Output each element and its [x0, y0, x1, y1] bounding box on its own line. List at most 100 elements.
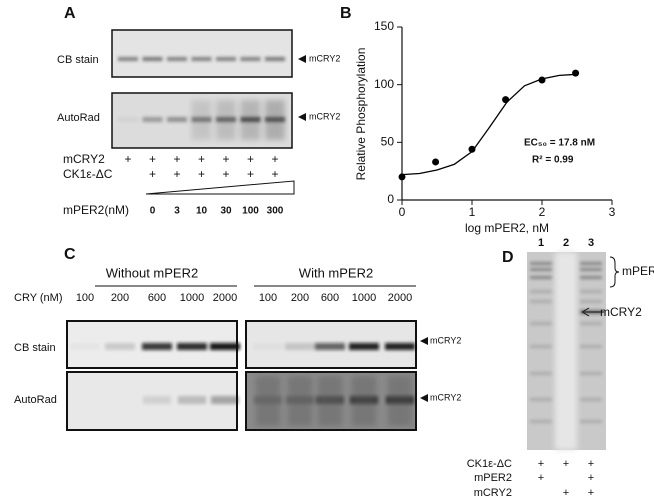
lane-sign: + — [222, 152, 229, 166]
gel-smear — [352, 376, 376, 426]
gel-band — [530, 372, 552, 375]
gel-band — [530, 420, 552, 423]
lane-value: 100 — [242, 206, 259, 217]
gel-band — [167, 57, 187, 61]
gel-smear — [318, 376, 342, 426]
gel-band — [580, 420, 602, 423]
gel-bands — [70, 343, 415, 426]
x-tick-label: 0 — [399, 205, 406, 219]
lane-value: 100 — [259, 292, 277, 304]
lane-sign: + — [198, 167, 205, 181]
data-point — [502, 96, 510, 104]
x-axis-label: log mPER2, nM — [465, 221, 549, 235]
gel-lane — [555, 252, 577, 450]
y-tick-label: 150 — [374, 19, 394, 33]
gel-band — [580, 290, 602, 293]
lane-value: 2000 — [388, 292, 412, 304]
gel-band — [349, 343, 379, 350]
chart: B Relative Phosphorylation log mPER2, nM… — [340, 5, 616, 235]
lane-sign: + — [149, 152, 156, 166]
data-point — [398, 173, 406, 181]
gel-band — [580, 300, 602, 303]
gel-band — [580, 398, 602, 401]
data-point — [572, 69, 580, 77]
band-label: mCRY2 — [309, 53, 340, 63]
gel-band — [253, 343, 283, 350]
condition-label: CK1ε-ΔC — [63, 167, 113, 181]
panel-label: A — [64, 5, 76, 22]
gel-band — [177, 343, 207, 350]
y-tick-label: 100 — [374, 77, 394, 91]
y-tick-label: 50 — [381, 135, 395, 149]
gel-smear — [388, 376, 412, 426]
gel-band — [285, 343, 315, 350]
gel-smear — [288, 376, 312, 426]
lane-value: 600 — [321, 292, 339, 304]
lane-value: 0 — [150, 206, 156, 217]
gel-band — [178, 396, 206, 404]
gel-band — [142, 117, 163, 122]
gel-band — [580, 262, 602, 265]
group-label: With mPER2 — [299, 265, 373, 280]
lane-value: 600 — [148, 292, 166, 304]
lane-sign: + — [588, 472, 594, 484]
gel-band — [580, 372, 602, 375]
bracket — [609, 256, 620, 288]
x-tick-label: 2 — [539, 205, 546, 219]
arrow — [420, 394, 428, 402]
lane-sign: + — [173, 152, 180, 166]
gel-smear — [256, 376, 280, 426]
gel-band — [211, 396, 239, 404]
gel-band — [530, 300, 552, 303]
lane-sign: + — [588, 487, 594, 499]
lane-sign: + — [271, 152, 278, 166]
lane-number: 3 — [588, 237, 594, 249]
arrow — [581, 307, 590, 317]
row-label: CB stain — [57, 54, 99, 66]
gel-band — [580, 276, 602, 279]
gel-band — [580, 345, 602, 348]
gel-band — [142, 343, 172, 350]
condition-label: mPER2 — [474, 472, 512, 484]
band-label: mPER2 — [622, 264, 654, 278]
group-label: Without mPER2 — [106, 265, 198, 280]
lane-value: 10 — [196, 206, 208, 217]
gel-band — [142, 57, 163, 61]
x-tick-label: 1 — [469, 205, 476, 219]
gel-band — [210, 343, 240, 350]
lane-sign: + — [124, 152, 131, 166]
lane-number: 2 — [563, 237, 569, 249]
lane-sign: + — [538, 472, 544, 484]
lane-value: 100 — [76, 292, 94, 304]
fit-curve — [401, 73, 578, 176]
lane-value: 200 — [291, 292, 309, 304]
annotation: EC₅₀ = 17.8 nM — [524, 138, 595, 149]
gel-band — [530, 345, 552, 348]
lane-value: 300 — [267, 206, 284, 217]
gel-band — [265, 57, 285, 61]
lane-sign: + — [563, 487, 569, 499]
lane-sign: + — [149, 167, 156, 181]
gel-band — [191, 57, 212, 61]
condition-label: mCRY2 — [474, 487, 512, 499]
condition-label: mCRY2 — [63, 152, 105, 166]
gel-band — [240, 57, 261, 61]
gel-smear — [191, 100, 212, 140]
row-label: AutoRad — [57, 112, 100, 124]
gel-band — [70, 343, 100, 350]
data-point — [432, 158, 440, 166]
gel-band — [530, 268, 552, 271]
gel-band — [118, 57, 138, 61]
lane-value: 3 — [174, 206, 180, 217]
arrow — [298, 113, 306, 121]
gel-band — [580, 322, 602, 325]
data-point — [468, 145, 476, 153]
lane-value: 200 — [111, 292, 129, 304]
gel-band — [143, 396, 171, 404]
gel-band — [216, 57, 236, 61]
gel-band — [315, 343, 345, 350]
x-tick-label: 3 — [609, 205, 616, 219]
panel-label: B — [340, 5, 352, 22]
gel-band — [385, 343, 415, 350]
